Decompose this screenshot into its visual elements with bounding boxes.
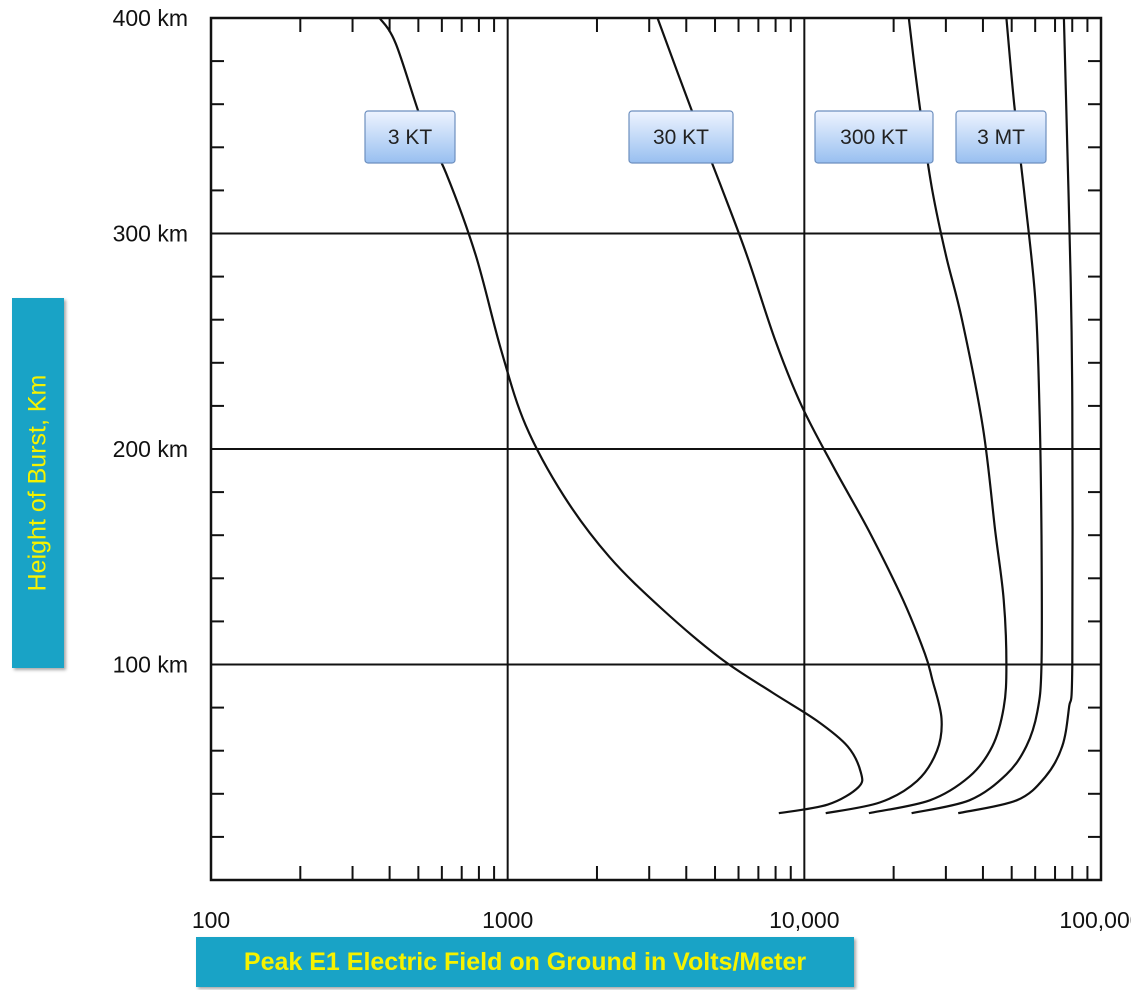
y-tick-label: 100 km (113, 652, 188, 678)
curve-label-text: 3 MT (977, 126, 1025, 149)
y-tick-label: 300 km (113, 221, 188, 247)
y-axis-title: Height of Burst, Km (23, 374, 52, 592)
curve-label-box (955, 110, 1047, 164)
x-tick-label: 10,000 (769, 907, 839, 933)
curve-label-box (364, 110, 456, 164)
x-tick-label: 100 (192, 907, 230, 933)
tick-labels: 100 1000 10,000 100,000 100 km 200 km 300 km 40… (113, 5, 1131, 933)
curve-label-text: 3 KT (388, 126, 433, 149)
y-tick-label: 200 km (113, 436, 188, 462)
grid-lines (211, 18, 1101, 880)
y-axis-title-box: Height of Burst, Km (12, 298, 64, 668)
curve-2 (656, 17, 943, 815)
curve-labels: 3 KT 30 KT 300 KT 3 MT (364, 110, 1047, 164)
curve-4 (911, 17, 1043, 815)
curve-label-box (628, 110, 734, 164)
curve-1 (378, 17, 864, 815)
curve-label-text: 30 KT (653, 126, 709, 149)
axis-ticks (211, 18, 1101, 880)
plot-frame (209, 16, 1103, 882)
curve-5 (957, 17, 1074, 815)
curves (378, 17, 1074, 815)
x-tick-label: 1000 (482, 907, 533, 933)
x-tick-label: 100,000 (1059, 907, 1131, 933)
curve-label-box (814, 110, 934, 164)
curve-label-text: 300 KT (840, 126, 908, 149)
x-axis-title: Peak E1 Electric Field on Ground in Volt… (196, 937, 854, 987)
y-tick-label: 400 km (113, 5, 188, 31)
